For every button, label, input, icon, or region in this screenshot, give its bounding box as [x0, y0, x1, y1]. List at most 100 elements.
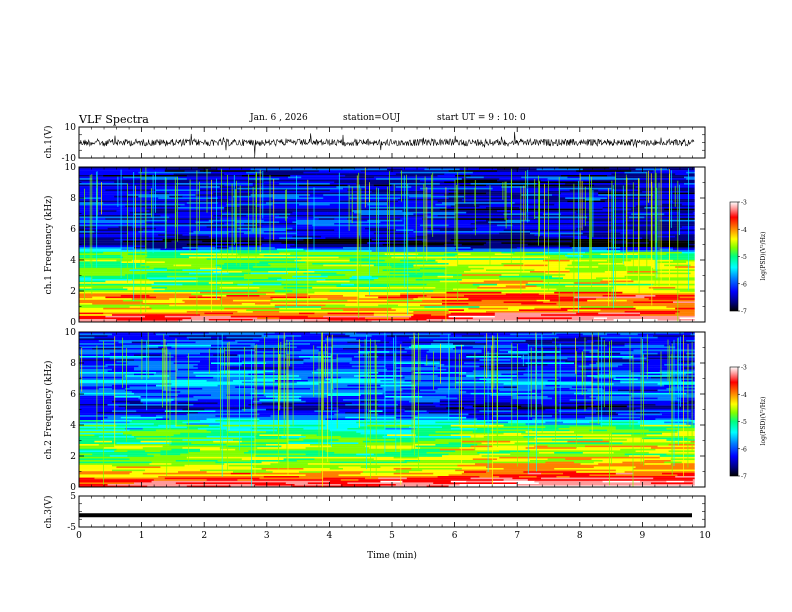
spectrogram-cell — [310, 234, 346, 236]
spectrogram-cell — [692, 372, 695, 374]
spectrogram-cell — [569, 303, 608, 305]
spectrogram-cell — [134, 436, 185, 438]
spectrogram-cell — [261, 176, 289, 179]
spectrogram-cell — [591, 458, 606, 461]
spectrogram-cell — [655, 295, 689, 297]
spectrogram-cell — [675, 186, 694, 188]
spectrogram-cell — [510, 416, 551, 419]
spectrogram-cell — [156, 227, 192, 230]
spectrogram-cell — [151, 464, 185, 467]
spectrogram-cell — [677, 431, 695, 433]
spectrogram-cell — [312, 224, 368, 227]
spectrogram-cell — [182, 195, 234, 198]
spectrogram-cell — [279, 392, 320, 395]
spectrogram-cell — [299, 267, 344, 270]
spectrogram-cell — [200, 189, 254, 192]
spectrogram-cell — [116, 210, 150, 212]
spectrogram-cell — [479, 205, 524, 208]
spectrogram-cell — [666, 453, 695, 456]
spectrogram-cell — [668, 450, 691, 453]
spectrogram-cell — [442, 477, 471, 480]
spectrogram-cell — [563, 346, 612, 349]
spectrogram-cell — [79, 335, 108, 337]
spectrogram-cell — [607, 477, 654, 480]
spectrogram-cell — [448, 474, 493, 477]
spectrogram-cell — [571, 247, 621, 249]
spectrogram-cell — [490, 413, 520, 416]
spectrogram-cell — [400, 368, 447, 371]
spectrogram-cell — [92, 296, 106, 299]
spectrogram-cell — [629, 460, 645, 462]
spectrogram-cell — [112, 388, 126, 390]
spectrogram-cell — [611, 290, 634, 292]
spectrogram-cell — [164, 178, 188, 180]
colorbar-tick-label: -5 — [741, 419, 747, 426]
spectrogram-cell — [127, 288, 166, 291]
spectrogram-cell — [598, 173, 612, 176]
spectrogram-cell — [611, 173, 630, 176]
spectrogram-cell — [131, 341, 161, 344]
spectrogram-cell — [457, 479, 482, 481]
spectrogram-cell — [178, 474, 221, 477]
spectrogram-cell — [217, 391, 267, 393]
spectrogram-cell — [327, 336, 361, 339]
spectrogram-cell — [96, 226, 119, 228]
spectrogram-cell — [409, 309, 449, 312]
spectrogram-cell — [523, 261, 553, 264]
spectrogram-cell — [274, 290, 293, 292]
spectrogram-cell — [171, 442, 192, 445]
spectrogram-cell — [582, 343, 625, 345]
spectrogram-cell — [323, 405, 379, 408]
spectrogram-cell — [79, 404, 108, 406]
spectrogram-cell — [248, 444, 267, 446]
spectrogram-cell — [316, 221, 344, 224]
spectrogram-cell — [598, 463, 645, 465]
spectrogram-cell — [325, 450, 359, 453]
spectrogram-cell — [347, 341, 390, 344]
spectrogram-cell — [618, 413, 650, 416]
spectrogram-cell — [510, 453, 553, 456]
spectrogram-cell — [574, 237, 603, 240]
spectrogram-cell — [673, 247, 695, 249]
spectrogram-cell — [692, 389, 695, 392]
spectrogram-cell — [461, 440, 511, 443]
spectrogram-cell — [120, 255, 148, 257]
spectrogram-cell — [186, 303, 210, 305]
spectrogram-cell — [208, 477, 260, 480]
spectrogram-cell — [305, 400, 361, 403]
spectrogram-cell — [303, 442, 359, 445]
spectrogram-cell — [604, 224, 656, 227]
spectrogram-cell — [206, 380, 234, 382]
spectrogram-cell — [173, 173, 225, 176]
spectrogram-cell — [79, 237, 111, 240]
spectrogram-cell — [79, 469, 113, 472]
spectrogram-cell — [541, 391, 592, 393]
spectrogram-cell — [79, 224, 124, 227]
spectrogram-cell — [94, 231, 139, 233]
spectrogram-cell — [281, 436, 306, 438]
spectrogram-cell — [464, 407, 518, 409]
spectrogram-cell — [393, 378, 416, 381]
spectrogram-cell — [79, 207, 133, 209]
spectrogram-cell — [393, 362, 441, 365]
spectrogram-cell — [241, 175, 291, 177]
spectrogram-cell — [653, 367, 685, 369]
spectrogram-cell — [175, 370, 221, 373]
spectrogram-cell — [422, 392, 438, 395]
spectrogram-cell — [79, 210, 100, 212]
spectrogram-cell — [334, 229, 370, 232]
spectrogram-cell — [611, 187, 663, 190]
spectrogram-cell — [582, 183, 628, 185]
spectrogram-cell — [690, 362, 695, 365]
spectrogram-cell — [464, 378, 480, 381]
spectrogram-cell — [200, 351, 225, 353]
spectrogram-cell — [637, 423, 687, 425]
spectrogram-cell — [688, 285, 695, 288]
spectrogram-cell — [219, 447, 258, 449]
spectrogram-cell — [626, 439, 667, 441]
spectrogram-cell — [279, 311, 315, 313]
spectrogram-cell — [593, 184, 639, 187]
spectrogram-cell — [323, 463, 348, 465]
spectrogram-cell — [444, 173, 478, 176]
spectrogram-cell — [338, 200, 355, 203]
